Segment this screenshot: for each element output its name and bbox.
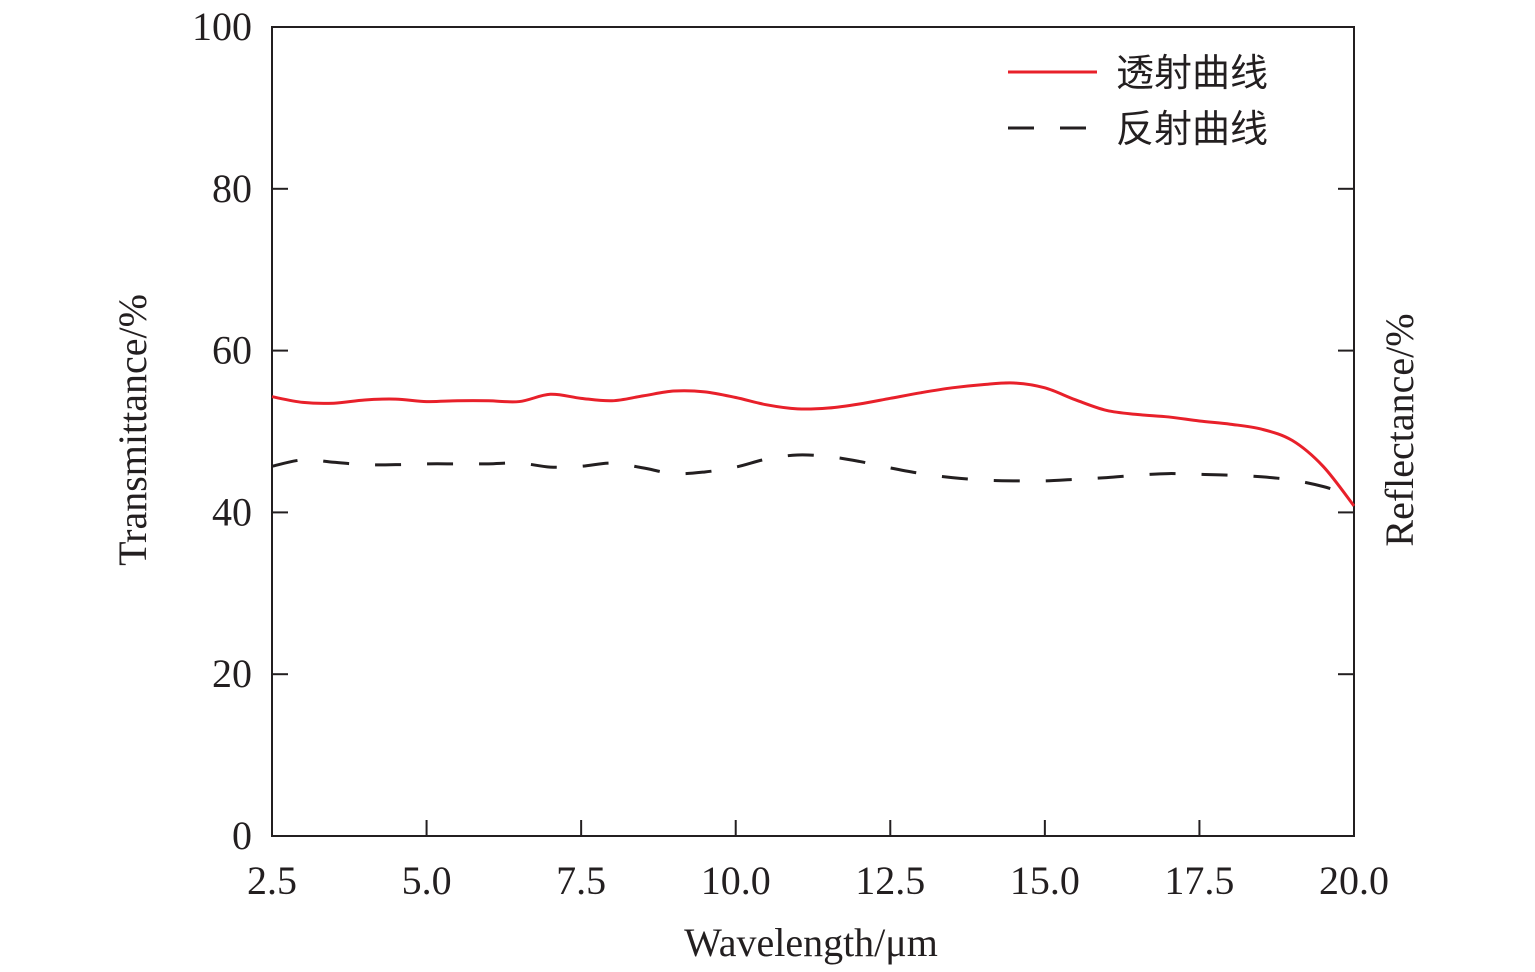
series-line-transmittance <box>271 381 1356 507</box>
x-tick-label: 7.5 <box>556 858 606 903</box>
ticks-layer: 2.5 5.0 7.5 10.0 12.5 15.0 17.5 20.0 0 20 40 60 80 10… <box>192 4 1389 903</box>
y-tick-label: 60 <box>212 328 252 373</box>
legend-label-transmittance: 透射曲线 <box>1116 51 1268 95</box>
y-tick-label: 100 <box>192 4 252 49</box>
series-layer <box>271 381 1356 507</box>
x-axis-label: Wavelength/μm <box>684 920 938 965</box>
series-line-reflectance <box>271 453 1355 498</box>
x-tick-label: 2.5 <box>247 858 297 903</box>
x-tick-label: 20.0 <box>1319 858 1389 903</box>
y-axis-label-left: Transmittance/% <box>110 294 155 566</box>
plot-frame <box>271 26 1355 837</box>
legend-label-reflectance: 反射曲线 <box>1116 107 1268 151</box>
y-tick-label: 20 <box>212 651 252 696</box>
y-tick-label: 80 <box>212 166 252 211</box>
x-tick-label: 15.0 <box>1010 858 1080 903</box>
plot-border <box>271 26 1355 837</box>
x-tick-label: 12.5 <box>855 858 925 903</box>
x-tick-label: 5.0 <box>402 858 452 903</box>
y-axis-label-right: Reflectance/% <box>1377 313 1422 546</box>
x-tick-label: 10.0 <box>701 858 771 903</box>
x-tick-label: 17.5 <box>1164 858 1234 903</box>
y-tick-label: 40 <box>212 489 252 534</box>
y-tick-label: 0 <box>232 813 252 858</box>
legend: 透射曲线 反射曲线 <box>1008 51 1268 151</box>
